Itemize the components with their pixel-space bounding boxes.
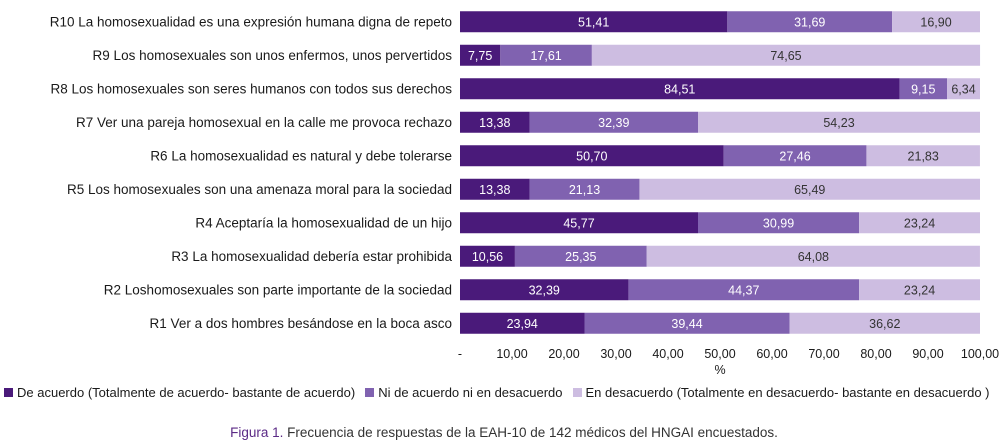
data-label: 39,44 (671, 317, 702, 331)
data-label: 6,34 (951, 82, 975, 96)
bar-segment (789, 312, 980, 334)
bar-segment (529, 111, 699, 133)
bar-segment (460, 212, 699, 234)
x-tick-label: 60,00 (756, 347, 787, 361)
bar-segment (460, 44, 501, 66)
data-label: 27,46 (779, 149, 810, 163)
bar-segment (628, 279, 860, 301)
data-label: 44,37 (728, 283, 759, 297)
data-label: 9,15 (911, 82, 935, 96)
category-label: R2 Loshomosexuales son parte importante … (104, 282, 452, 297)
bar-segment (591, 44, 981, 66)
data-label: 45,77 (563, 216, 594, 230)
bar-segment (723, 145, 867, 167)
data-label: 64,08 (798, 250, 829, 264)
data-label: 50,70 (576, 149, 607, 163)
data-label: 23,24 (904, 216, 935, 230)
data-label: 31,69 (794, 15, 825, 29)
x-tick-label: 80,00 (860, 347, 891, 361)
data-label: 17,61 (530, 49, 561, 63)
bar-segment (866, 145, 980, 167)
data-label: 54,23 (823, 116, 854, 130)
data-label: 13,38 (479, 183, 510, 197)
bar-segment (460, 78, 900, 100)
stacked-bar-chart: R10 La homosexualidad es una expresión h… (50, 11, 999, 377)
data-label: 74,65 (770, 49, 801, 63)
legend: De acuerdo (Totalmente de acuerdo- basta… (4, 385, 1000, 400)
legend-label: Ni de acuerdo ni en desacuerdo (378, 385, 563, 400)
bar-segment (460, 11, 728, 33)
data-label: 23,94 (507, 317, 538, 331)
bar-segment (899, 78, 948, 100)
data-label: 13,38 (479, 116, 510, 130)
bar-segment (460, 145, 724, 167)
bar-segment (460, 245, 515, 267)
category-label: R1 Ver a dos hombres besándose en la boc… (150, 316, 452, 331)
category-label: R4 Aceptaría la homosexualidad de un hij… (195, 215, 452, 230)
data-label: 21,83 (908, 149, 939, 163)
x-tick-label: 20,00 (548, 347, 579, 361)
legend-swatch (572, 388, 582, 397)
legend-label: En desacuerdo (Totalmente en desacuerdo-… (585, 385, 990, 400)
figure-caption-text: Frecuencia de respuestas de la EAH-10 de… (283, 425, 778, 440)
x-tick-label: - (458, 347, 462, 361)
data-label: 30,99 (763, 216, 794, 230)
bar-segment (460, 178, 530, 200)
legend-label: De acuerdo (Totalmente de acuerdo- basta… (17, 385, 356, 400)
figure-label: Figura 1. (230, 425, 284, 440)
bar-segment (529, 178, 640, 200)
x-tick-label: 50,00 (704, 347, 735, 361)
bar-segment (460, 312, 585, 334)
category-label: R3 La homosexualidad debería estar prohi… (171, 249, 452, 264)
bar-segment (698, 111, 980, 133)
x-tick-label: 10,00 (496, 347, 527, 361)
x-tick-label: 70,00 (808, 347, 839, 361)
category-label: R5 Los homosexuales son una amenaza mora… (67, 182, 452, 197)
bar-segment (859, 212, 980, 234)
data-label: 32,39 (529, 283, 560, 297)
data-label: 10,56 (472, 250, 503, 264)
data-label: 25,35 (565, 250, 596, 264)
category-label: R6 La homosexualidad es natural y debe t… (150, 148, 452, 163)
bar-segment (584, 312, 790, 334)
data-label: 84,51 (664, 82, 695, 96)
bar-segment (698, 212, 860, 234)
bar-segment (460, 279, 629, 301)
x-tick-label: 100,00 (961, 347, 999, 361)
legend-item: En desacuerdo (Totalmente en desacuerdo-… (572, 385, 990, 400)
bar-segment (947, 78, 980, 100)
x-tick-label: 30,00 (600, 347, 631, 361)
data-label: 16,90 (920, 15, 951, 29)
bar-segment (639, 178, 980, 200)
bar-segment (514, 245, 647, 267)
bar-segment (727, 11, 893, 33)
category-label: R9 Los homosexuales son unos enfermos, u… (93, 48, 453, 63)
data-label: 65,49 (794, 183, 825, 197)
legend-item: De acuerdo (Totalmente de acuerdo- basta… (4, 385, 355, 400)
figure-caption: Figura 1. Frecuencia de respuestas de la… (0, 425, 1008, 440)
bar-segment (859, 279, 980, 301)
bar-segment (500, 44, 592, 66)
data-label: 36,62 (869, 317, 900, 331)
x-axis-title: % (714, 363, 725, 377)
x-tick-label: 40,00 (652, 347, 683, 361)
category-label: R10 La homosexualidad es una expresión h… (50, 14, 452, 29)
bar-segment (646, 245, 980, 267)
bar-segment (460, 111, 530, 133)
data-label: 21,13 (569, 183, 600, 197)
legend-swatch (4, 388, 13, 397)
category-label: R8 Los homosexuales son seres humanos co… (51, 81, 453, 96)
data-label: 32,39 (598, 116, 629, 130)
data-label: 23,24 (904, 283, 935, 297)
legend-swatch (365, 388, 375, 397)
legend-item: Ni de acuerdo ni en desacuerdo (365, 385, 563, 400)
data-label: 7,75 (468, 49, 492, 63)
data-label: 51,41 (578, 15, 609, 29)
bar-segment (892, 11, 980, 33)
category-label: R7 Ver una pareja homosexual en la calle… (76, 115, 452, 130)
x-tick-label: 90,00 (912, 347, 943, 361)
